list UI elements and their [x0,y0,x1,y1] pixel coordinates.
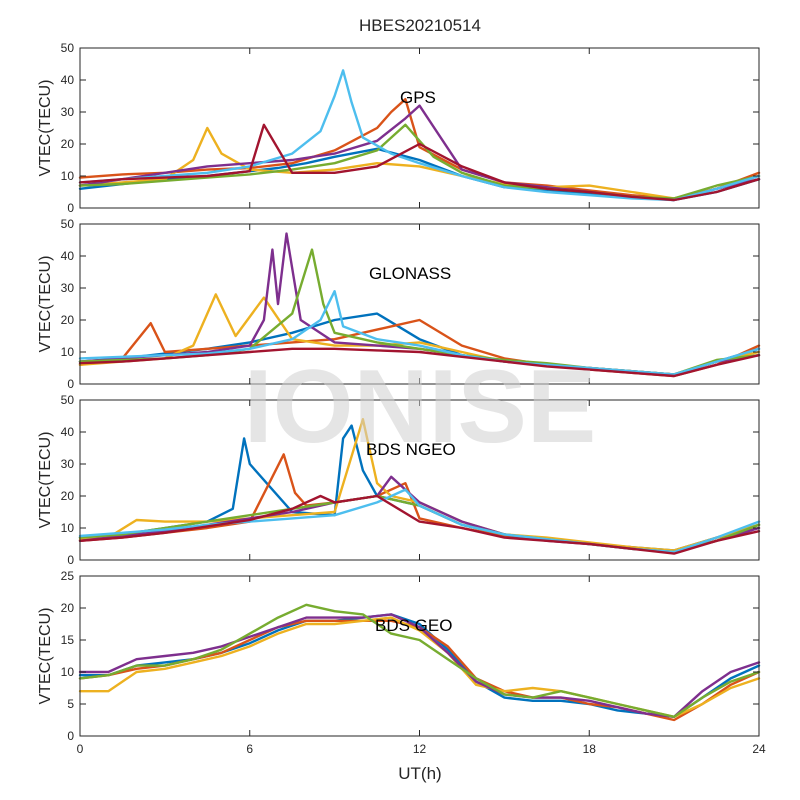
y-tick-label: 50 [61,393,75,407]
y-axis-label: VTEC(TECU) [37,80,54,177]
y-tick-label: 5 [67,697,74,711]
y-axis-label: VTEC(TECU) [37,608,54,705]
y-tick-label: 20 [61,489,75,503]
x-axis-label: UT(h) [398,764,441,783]
panel-1: 0 10 20 30 40 50 VTEC(TECU) GPS [37,41,761,215]
x-tick-label: 0 [77,742,84,756]
y-tick-label: 30 [61,457,75,471]
x-tick-label: 18 [583,742,597,756]
series-line-4 [78,613,761,718]
y-tick-label: 20 [61,137,75,151]
y-tick-label: 40 [61,425,75,439]
panel-label: GLONASS [369,264,451,283]
series-line-6 [78,69,761,202]
y-tick-label: 15 [61,633,75,647]
y-tick-label: 25 [61,569,75,583]
y-tick-label: 10 [61,345,75,359]
series-line-3 [78,126,761,200]
y-tick-label: 10 [61,665,75,679]
y-tick-label: 0 [67,553,74,567]
figure-title: HBES20210514 [359,16,481,35]
watermark: IONISE [244,349,597,465]
y-tick-label: 40 [61,73,75,87]
y-axis-label: VTEC(TECU) [37,256,54,353]
y-tick-label: 0 [67,377,74,391]
x-tick-label: 12 [413,742,427,756]
series-line-3 [78,418,761,552]
series-line-5 [78,603,761,718]
plot-area [80,48,759,208]
series-line-7 [78,347,761,378]
series-group [78,603,761,722]
y-tick-label: 20 [61,601,75,615]
series-line-7 [78,494,761,555]
y-tick-label: 40 [61,249,75,263]
y-tick-label: 0 [67,201,74,215]
series-line-2 [78,97,761,200]
panel-label: BDS NGEO [366,440,456,459]
x-tick-label: 24 [752,742,766,756]
y-tick-label: 50 [61,217,75,231]
panel-label: GPS [400,88,436,107]
y-axis-label: VTEC(TECU) [37,432,54,529]
panel-4: 0 5 10 15 20 25 0 6 12 18 24 VTEC(TECU) BDS GEO [37,569,766,756]
panel-3: 0 10 20 30 40 50 VTEC(TECU) BDS NGEO [37,393,761,567]
y-tick-label: 10 [61,521,75,535]
y-tick-label: 30 [61,105,75,119]
y-tick-label: 50 [61,41,75,55]
series-line-6 [78,290,761,376]
x-tick-label: 6 [246,742,253,756]
series-group [78,418,761,555]
y-tick-label: 0 [67,729,74,743]
y-tick-label: 10 [61,169,75,183]
series-group [78,69,761,202]
y-tick-label: 30 [61,281,75,295]
plot-area [80,400,759,560]
series-group [78,232,761,378]
panel-label: BDS GEO [375,616,452,635]
panel-2: 0 10 20 30 40 50 VTEC(TECU) GLONASS [37,217,761,391]
series-line-7 [78,123,761,202]
y-tick-label: 20 [61,313,75,327]
